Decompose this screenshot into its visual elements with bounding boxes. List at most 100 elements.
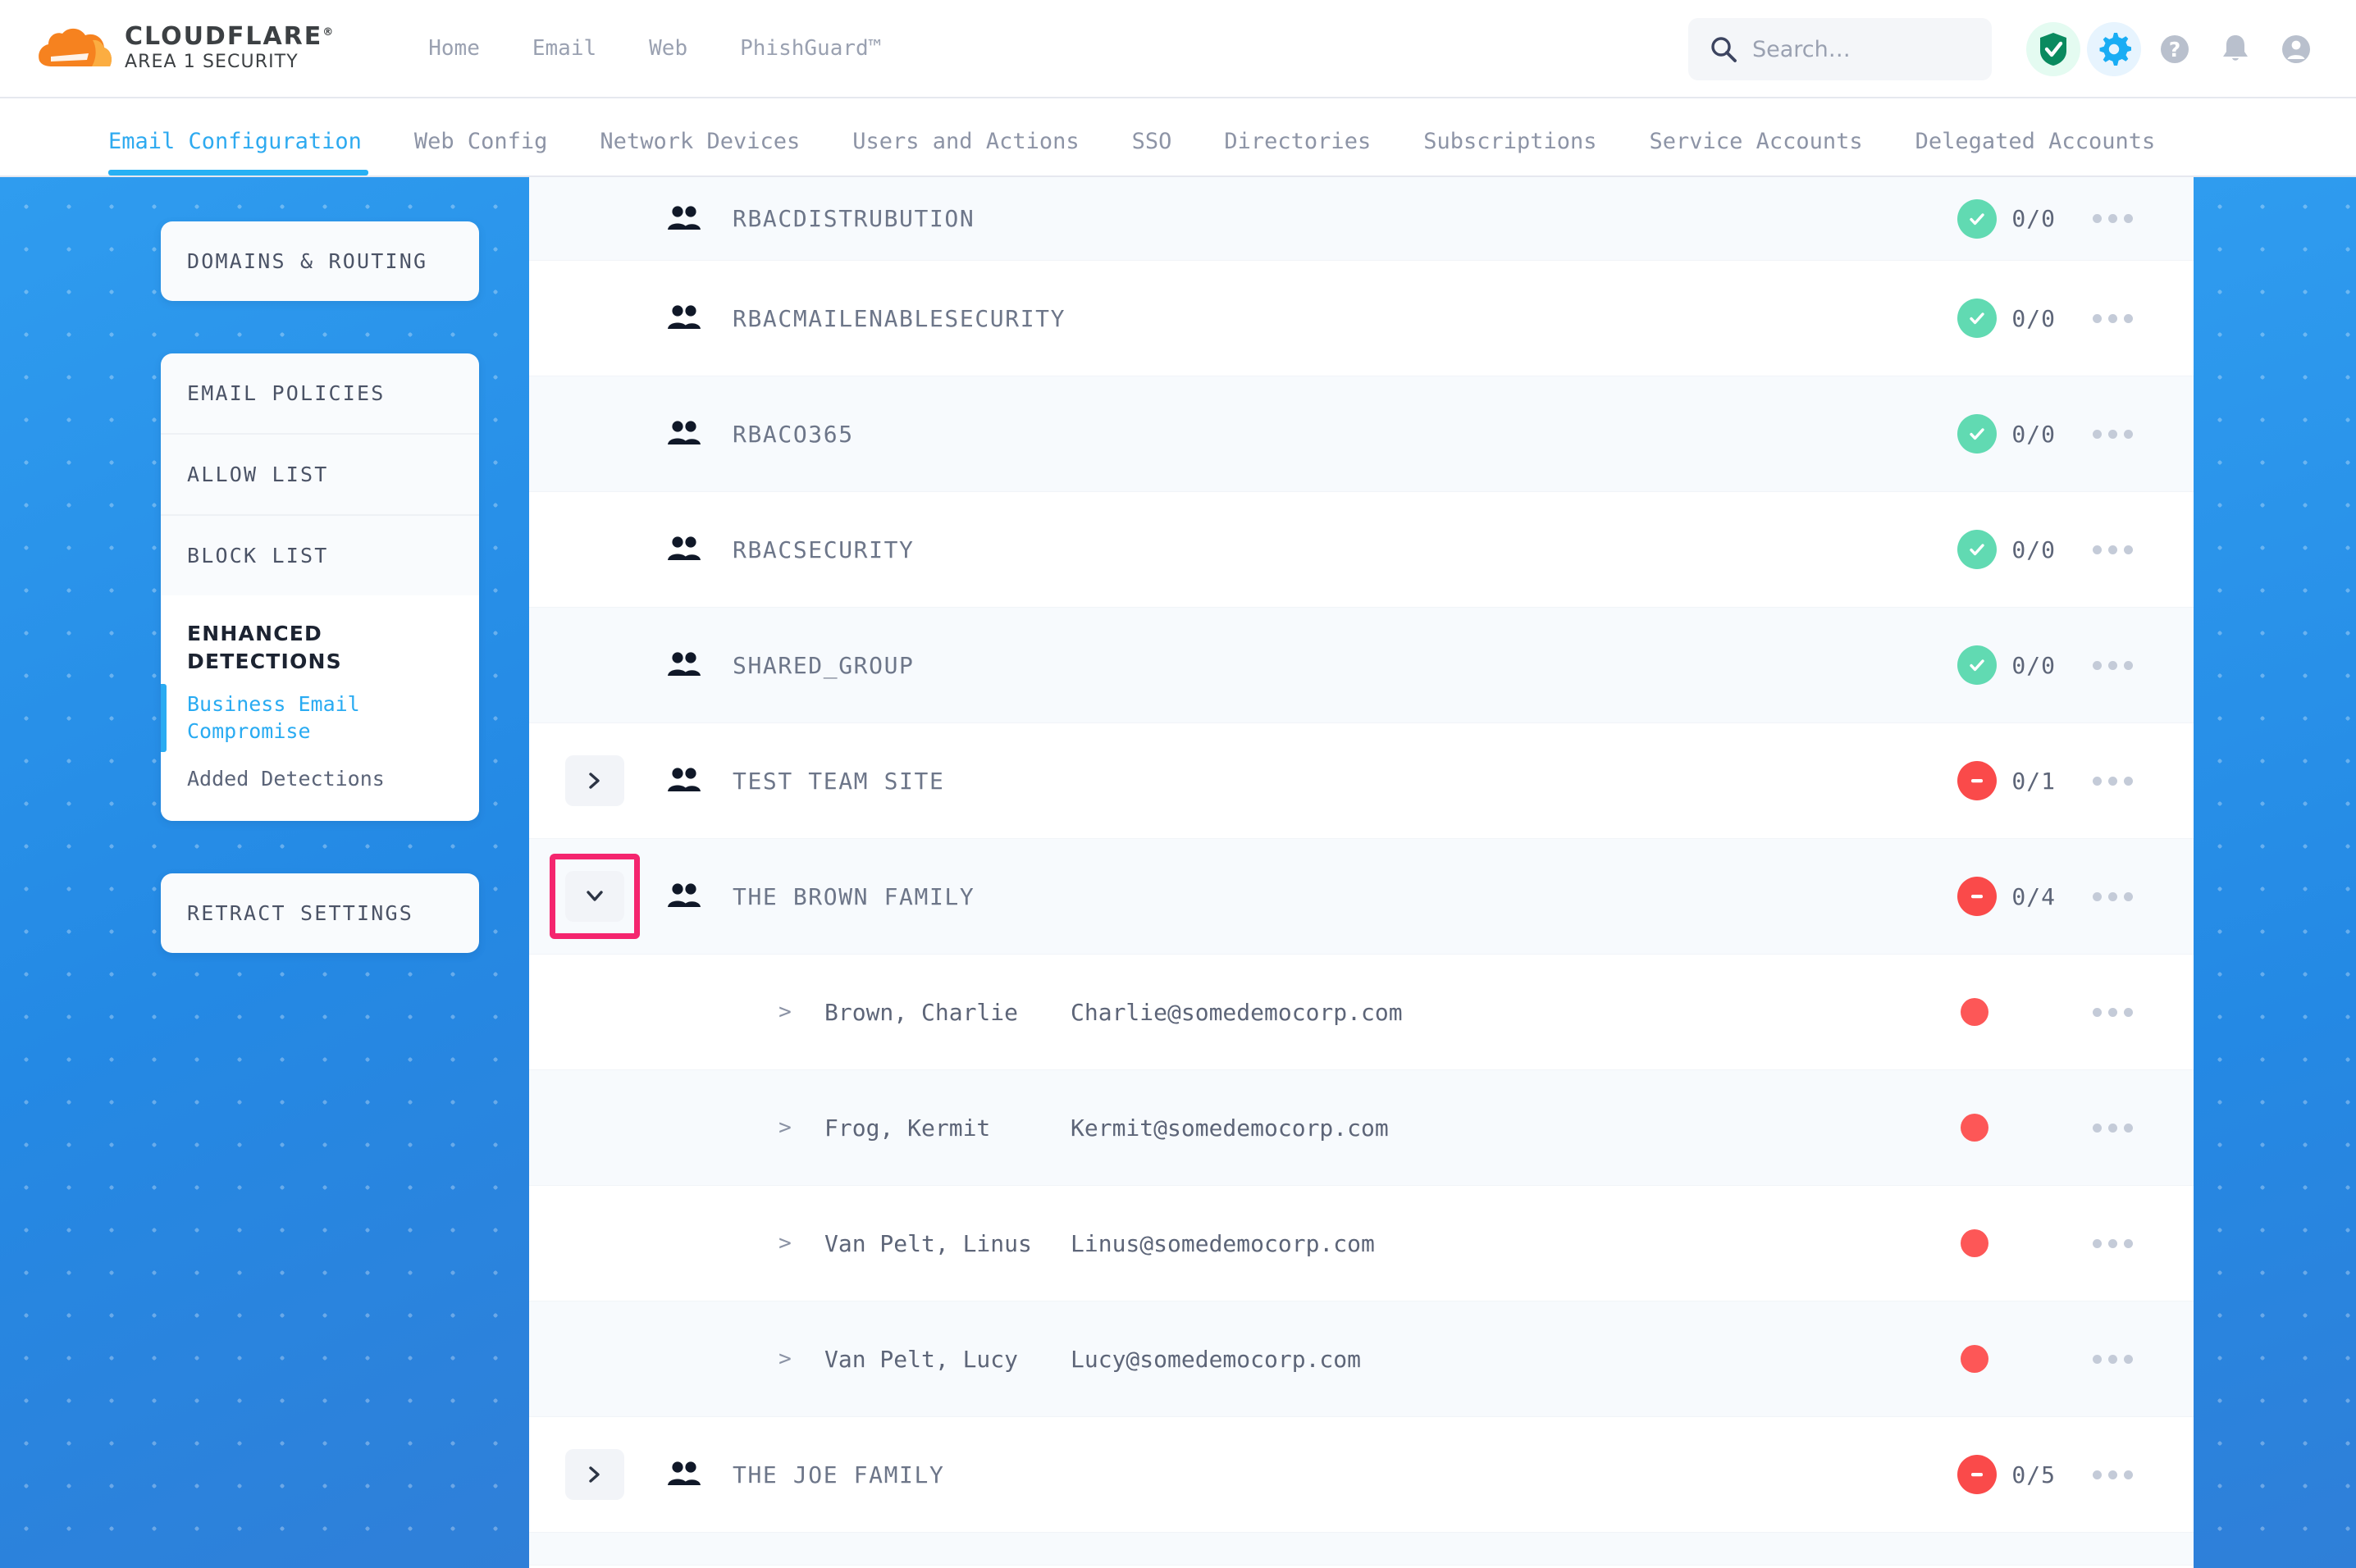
tab-users-and-actions[interactable]: Users and Actions [852, 129, 1080, 154]
more-actions-button[interactable] [2075, 608, 2149, 722]
sidebar-item-added-detections[interactable]: Added Detections [187, 767, 385, 791]
chevron-right-icon[interactable]: > [778, 1347, 792, 1371]
sidebar-item-retract-settings[interactable]: RETRACT SETTINGS [187, 900, 414, 925]
table-row[interactable]: RBACO365 0/0 [529, 376, 2194, 492]
status-blocked-icon [1957, 1455, 1998, 1494]
table-row[interactable]: > Brown, Charlie Charlie@somedemocorp.co… [529, 955, 2194, 1070]
chevron-right-icon[interactable]: > [778, 1231, 792, 1256]
more-actions-button[interactable] [2075, 839, 2149, 954]
status-dot-icon [1961, 1229, 1988, 1257]
cloudflare-cloud-icon [34, 25, 113, 71]
more-actions-button[interactable] [2075, 955, 2149, 1069]
chevron-right-icon[interactable] [565, 1449, 624, 1500]
table-row[interactable]: THE JOE FAMILY 0/5 [529, 1417, 2194, 1533]
table-row[interactable]: SHARED_GROUP 0/0 [529, 608, 2194, 723]
main-nav: Home Email Web PhishGuard™ [402, 36, 907, 61]
status-count: 0/4 [2011, 882, 2056, 910]
nav-item-home[interactable]: Home [428, 36, 480, 61]
status-count: 0/0 [2011, 420, 2056, 448]
more-actions-button[interactable] [2075, 1070, 2149, 1185]
tab-service-accounts[interactable]: Service Accounts [1649, 129, 1863, 154]
tab-subscriptions[interactable]: Subscriptions [1423, 129, 1597, 154]
right-blue-panel [2194, 177, 2356, 1568]
group-name: RBACSECURITY [733, 536, 915, 563]
member-name: Frog, Kermit [824, 1114, 991, 1142]
status-ok-icon [1957, 414, 1998, 454]
status-count: 0/0 [2011, 536, 2056, 563]
search-input[interactable]: Search… [1688, 18, 1992, 80]
status-dot-icon [1961, 1114, 1988, 1142]
table-row[interactable]: RBACMAILENABLESECURITY 0/0 [529, 261, 2194, 376]
status-cell [1961, 955, 1988, 1069]
shield-check-icon[interactable] [2026, 22, 2080, 76]
status-cell: 0/0 [1957, 608, 2056, 722]
more-actions-button[interactable] [2075, 177, 2149, 260]
group-name: THE JOE FAMILY [733, 1461, 945, 1488]
status-cell: 0/1 [1957, 723, 2056, 838]
group-icon [660, 767, 708, 795]
tab-network-devices[interactable]: Network Devices [600, 129, 801, 154]
nav-item-phishguard[interactable]: PhishGuard™ [740, 36, 882, 61]
sidebar-subitems: Business Email Compromise Added Detectio… [161, 680, 479, 821]
tab-delegated-accounts[interactable]: Delegated Accounts [1915, 129, 2156, 154]
expand-cell [529, 755, 660, 806]
status-cell: 0/5 [1957, 1417, 2056, 1532]
table-row[interactable]: > Van Pelt, Lucy Lucy@somedemocorp.com [529, 1301, 2194, 1417]
bell-icon[interactable] [2208, 22, 2262, 76]
group-name: RBACDISTRUBUTION [733, 205, 975, 232]
status-cell [1961, 1301, 1988, 1416]
table-row[interactable]: > Frog, Kermit Kermit@somedemocorp.com [529, 1070, 2194, 1186]
more-actions-button[interactable] [2075, 261, 2149, 376]
sidebar-item-allow-list[interactable]: ALLOW LIST [161, 433, 479, 514]
table-row[interactable]: RBACSECURITY 0/0 [529, 492, 2194, 608]
status-count: 0/5 [2011, 1461, 2056, 1488]
more-actions-button[interactable] [2075, 1186, 2149, 1301]
gear-icon[interactable] [2087, 22, 2141, 76]
status-count: 0/0 [2011, 205, 2056, 232]
group-icon [660, 882, 708, 910]
chevron-right-icon[interactable]: > [778, 1000, 792, 1024]
chevron-right-icon[interactable] [565, 755, 624, 806]
sidebar-item-domains-routing[interactable]: DOMAINS & ROUTING [187, 249, 428, 273]
status-cell [1961, 1070, 1988, 1185]
more-actions-button[interactable] [2075, 723, 2149, 838]
sidebar-item-block-list[interactable]: BLOCK LIST [161, 514, 479, 595]
brand-subname: AREA 1 SECURITY [125, 51, 299, 72]
more-actions-button[interactable] [2075, 376, 2149, 491]
help-icon[interactable]: ? [2148, 22, 2202, 76]
header-actions: Search… ? [1688, 0, 2323, 98]
tab-sso[interactable]: SSO [1131, 129, 1172, 154]
nav-item-email[interactable]: Email [532, 36, 597, 61]
tab-directories[interactable]: Directories [1224, 129, 1372, 154]
status-cell: 0/0 [1957, 261, 2056, 376]
member-name: Van Pelt, Lucy [824, 1345, 1019, 1373]
more-actions-button[interactable] [2075, 1417, 2149, 1532]
table-row[interactable]: RBACDISTRUBUTION 0/0 [529, 177, 2194, 261]
sub-nav-tabs: Email Configuration Web Config Network D… [92, 97, 2181, 175]
account-icon[interactable] [2269, 22, 2323, 76]
sidebar-group-heading-enhanced-detections: ENHANCED DETECTIONS [161, 595, 479, 681]
table-row[interactable] [529, 1533, 2194, 1566]
more-actions-button[interactable] [2075, 492, 2149, 607]
top-header: CLOUDFLARE® AREA 1 SECURITY Home Email W… [0, 0, 2356, 98]
table-row[interactable]: > Van Pelt, Linus Linus@somedemocorp.com [529, 1186, 2194, 1301]
group-icon [660, 536, 708, 563]
group-name: TEST TEAM SITE [733, 767, 945, 795]
nav-item-web[interactable]: Web [649, 36, 688, 61]
chevron-down-icon[interactable] [565, 871, 624, 922]
more-actions-button[interactable] [2075, 1301, 2149, 1416]
status-count: 0/0 [2011, 304, 2056, 332]
status-blocked-icon [1957, 761, 1998, 800]
tab-web-config[interactable]: Web Config [413, 129, 548, 154]
chevron-right-icon[interactable]: > [778, 1115, 792, 1140]
brand-text: CLOUDFLARE® AREA 1 SECURITY [125, 24, 335, 73]
sidebar-card-domains: DOMAINS & ROUTING [161, 221, 479, 301]
table-row[interactable]: THE BROWN FAMILY 0/4 [529, 839, 2194, 955]
group-name: SHARED_GROUP [733, 651, 915, 679]
sidebar-item-business-email-compromise[interactable]: Business Email Compromise [161, 681, 479, 756]
table-row[interactable]: TEST TEAM SITE 0/1 [529, 723, 2194, 839]
sidebar-card-retract: RETRACT SETTINGS [161, 873, 479, 953]
cloudflare-logo[interactable]: CLOUDFLARE® AREA 1 SECURITY [34, 24, 335, 73]
tab-email-configuration[interactable]: Email Configuration [92, 129, 388, 175]
sidebar-item-email-policies[interactable]: EMAIL POLICIES [187, 381, 386, 405]
